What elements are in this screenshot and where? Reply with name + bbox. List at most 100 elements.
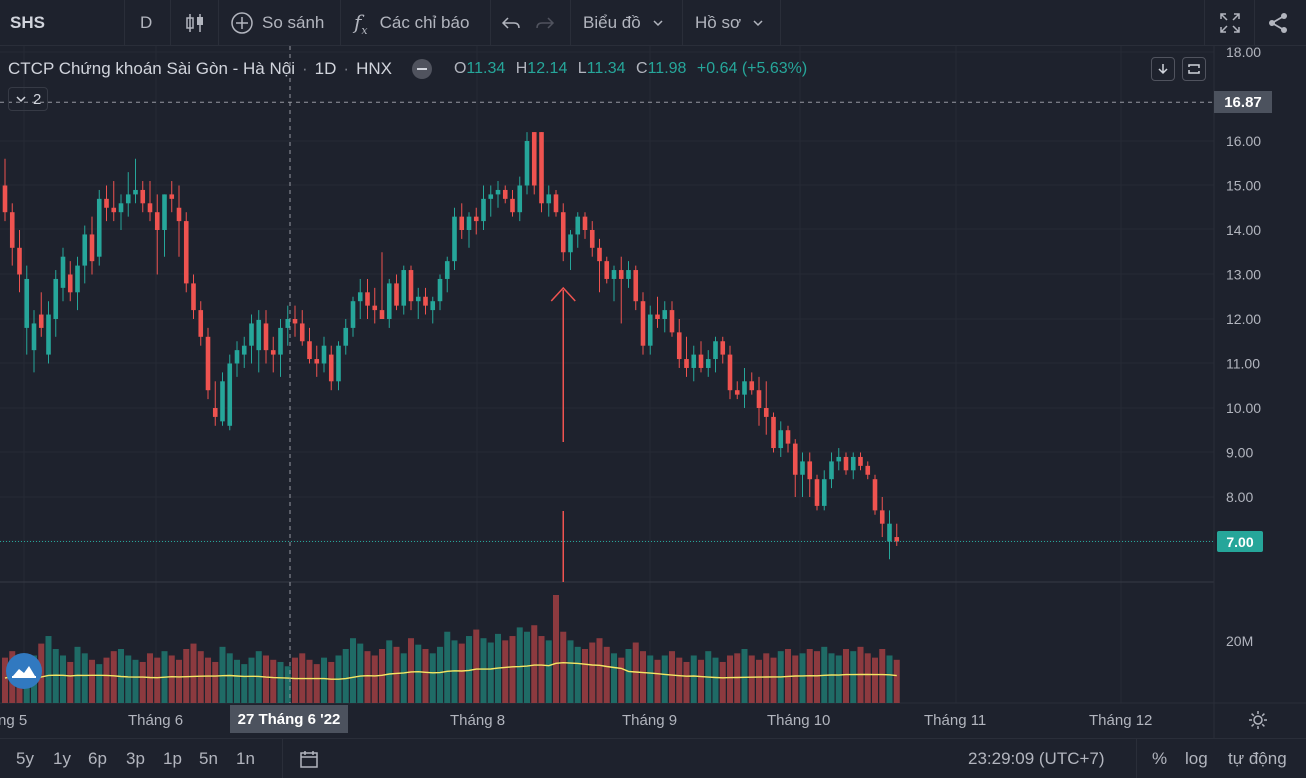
range-1y[interactable]: 1y (53, 749, 71, 768)
redo-button[interactable] (534, 0, 556, 46)
volume-bar (509, 636, 516, 703)
legend-dot: · (343, 59, 350, 78)
candle (386, 278, 392, 328)
candle (502, 185, 508, 204)
ohlc-values: O11.34 H12.14 L11.34 C11.98 +0.64 (+5.63… (454, 60, 807, 78)
candle (46, 301, 51, 364)
candle (713, 336, 718, 373)
grid (0, 46, 1214, 703)
candle (807, 452, 813, 497)
candle (75, 256, 80, 311)
candle (611, 265, 617, 302)
volume-bar (408, 638, 414, 703)
range-6p[interactable]: 6p (88, 749, 107, 768)
volume-bar (582, 649, 588, 703)
volume-bar (814, 651, 820, 703)
interval-button[interactable]: D (140, 13, 153, 32)
range-5y[interactable]: 5y (16, 749, 34, 768)
download-button[interactable] (1151, 57, 1175, 81)
clock-display[interactable]: 23:29:09 (UTC+7) (968, 749, 1105, 768)
volume-bar (321, 657, 327, 703)
share-button[interactable] (1266, 0, 1290, 46)
annotation-arrow (550, 286, 576, 582)
toolbar-divider (1136, 739, 1137, 778)
volume-bar (676, 657, 683, 703)
indicators-button[interactable]: fx Các chỉ báo (354, 0, 469, 46)
candle (800, 452, 805, 497)
volume-bar (183, 649, 190, 703)
log-toggle[interactable]: log (1185, 749, 1208, 768)
refresh-button[interactable] (1182, 57, 1206, 81)
range-1n[interactable]: 1n (236, 749, 255, 768)
candle (89, 216, 95, 275)
candle (597, 238, 602, 293)
volume-bar (277, 661, 284, 703)
auto-scale-toggle[interactable]: tự động (1228, 749, 1287, 768)
volume-bar (350, 638, 356, 703)
volume-bar (139, 661, 146, 703)
volume-bar (727, 655, 733, 703)
indicators-toggle[interactable]: 2 (8, 87, 49, 111)
candle (517, 176, 523, 222)
candle (705, 350, 711, 377)
candle (887, 510, 892, 560)
candle (278, 319, 283, 377)
candle-style-button[interactable] (184, 0, 206, 46)
volume-bar (451, 640, 458, 703)
low-label: L (577, 60, 587, 77)
volume-bar (219, 646, 226, 703)
volume-bar (81, 653, 88, 703)
chart-area[interactable]: 18.00 16.00 15.00 14.00 13.00 12.00 11.00 10.00… (0, 46, 1306, 738)
volume-bar (545, 640, 552, 703)
profile-menu-button[interactable]: Hồ sơ (695, 0, 765, 46)
brand-logo[interactable] (6, 653, 42, 689)
gear-icon (1249, 711, 1267, 729)
volume-bar (480, 638, 487, 703)
date-range-button[interactable] (298, 739, 320, 778)
time-tick-label: Tháng 12 (1089, 712, 1152, 729)
candle (466, 212, 472, 248)
fullscreen-button[interactable] (1218, 0, 1242, 46)
compare-button[interactable]: So sánh (230, 0, 324, 46)
volume-bar (364, 651, 371, 703)
candle (814, 474, 820, 511)
undo-button[interactable] (500, 0, 522, 46)
volume-bar (640, 651, 646, 703)
settings-button[interactable] (1246, 708, 1270, 732)
candle (372, 287, 378, 324)
volume-bar (67, 661, 74, 703)
volume-bar (843, 649, 849, 703)
price-tick-label: 8.00 (1226, 489, 1253, 505)
last-price-label: 7.00 (1217, 531, 1263, 552)
candle (481, 185, 486, 230)
volume-bar (683, 661, 690, 703)
volume-bar (89, 659, 95, 703)
symbol-description[interactable]: CTCP Chứng khoán Sài Gòn - Hà Nội (8, 59, 295, 78)
volume-bar (487, 642, 494, 703)
symbol-search-button[interactable]: SHS (10, 13, 45, 32)
volume-bar (792, 655, 799, 703)
candle (655, 296, 660, 328)
time-tick-label: Tháng 10 (767, 712, 830, 729)
chart-menu-button[interactable]: Biểu đồ (583, 0, 665, 46)
price-tick-label: 12.00 (1226, 311, 1261, 327)
volume-bar (190, 643, 197, 703)
range-5n[interactable]: 5n (199, 749, 218, 768)
collapse-legend-icon[interactable] (411, 59, 432, 79)
volume-bar (893, 659, 900, 703)
volume-bar (263, 655, 269, 703)
percent-toggle[interactable]: % (1152, 749, 1168, 768)
candle (531, 132, 537, 195)
candle (321, 336, 327, 373)
cloud-icon (12, 666, 36, 678)
candle (865, 461, 871, 480)
volume-bar (763, 653, 770, 703)
range-1p[interactable]: 1p (163, 749, 182, 768)
volume-bar (850, 651, 857, 703)
range-3p[interactable]: 3p (126, 749, 145, 768)
candle (183, 212, 189, 293)
crosshair-price-label: 16.87 (1214, 91, 1272, 113)
function-icon: fx (354, 9, 368, 37)
price-chart[interactable]: 18.00 16.00 15.00 14.00 13.00 12.00 11.00 10.00… (0, 46, 1306, 738)
candle (539, 132, 544, 213)
